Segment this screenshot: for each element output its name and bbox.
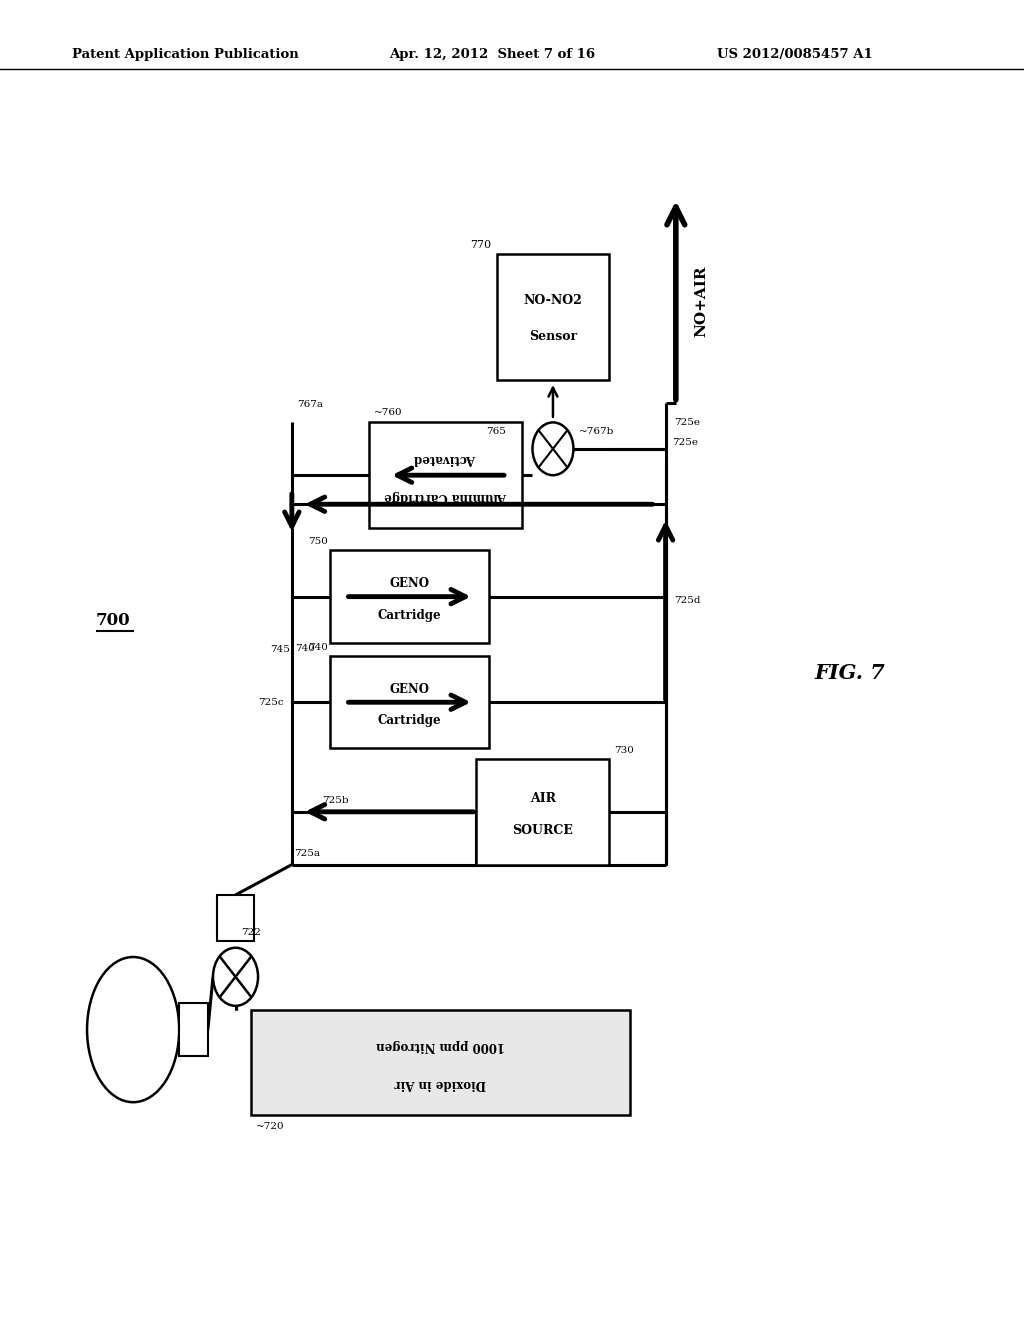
Text: Cartridge: Cartridge — [378, 714, 441, 727]
Text: 740: 740 — [295, 644, 314, 653]
Text: 725d: 725d — [674, 597, 700, 605]
Text: Cartridge: Cartridge — [378, 609, 441, 622]
Text: 765: 765 — [486, 426, 506, 436]
Text: 722: 722 — [241, 928, 260, 937]
Text: 725e: 725e — [674, 418, 699, 426]
Bar — [476, 759, 609, 865]
Text: Activated: Activated — [415, 451, 476, 465]
Text: NO+AIR: NO+AIR — [694, 265, 709, 337]
Text: ~767b: ~767b — [579, 426, 614, 436]
Text: 767a: 767a — [297, 400, 323, 409]
Circle shape — [532, 422, 573, 475]
Text: SOURCE: SOURCE — [512, 824, 573, 837]
Bar — [251, 1010, 630, 1115]
Text: AIR: AIR — [529, 792, 556, 805]
Bar — [330, 550, 489, 643]
Text: ~760: ~760 — [374, 408, 402, 417]
Text: 745: 745 — [270, 645, 290, 655]
Text: 770: 770 — [470, 240, 492, 251]
Ellipse shape — [87, 957, 179, 1102]
Bar — [497, 255, 609, 380]
Text: Sensor: Sensor — [529, 330, 577, 343]
Text: 700: 700 — [95, 612, 130, 628]
Text: Dioxide in Air: Dioxide in Air — [394, 1077, 486, 1090]
Text: US 2012/0085457 A1: US 2012/0085457 A1 — [717, 48, 872, 61]
Text: GENO: GENO — [389, 682, 430, 696]
Bar — [369, 422, 522, 528]
Text: GENO: GENO — [389, 577, 430, 590]
Text: 730: 730 — [614, 746, 634, 755]
Text: 1000 ppm Nitrogen: 1000 ppm Nitrogen — [376, 1039, 505, 1052]
Text: 750: 750 — [308, 537, 328, 546]
Text: ~720: ~720 — [256, 1122, 285, 1131]
Text: FIG. 7: FIG. 7 — [814, 663, 886, 684]
Text: 725c: 725c — [258, 698, 284, 706]
Bar — [179, 1003, 208, 1056]
Text: 725e: 725e — [672, 438, 697, 446]
Text: 725a: 725a — [294, 849, 319, 858]
Text: 740: 740 — [308, 643, 328, 652]
Text: Patent Application Publication: Patent Application Publication — [72, 48, 298, 61]
Text: NO-NO2: NO-NO2 — [523, 294, 583, 308]
Text: Alumina Cartridge: Alumina Cartridge — [384, 490, 507, 503]
Text: Apr. 12, 2012  Sheet 7 of 16: Apr. 12, 2012 Sheet 7 of 16 — [389, 48, 595, 61]
Circle shape — [213, 948, 258, 1006]
Bar — [217, 895, 254, 941]
Bar — [330, 656, 489, 748]
Text: 725b: 725b — [323, 796, 349, 805]
